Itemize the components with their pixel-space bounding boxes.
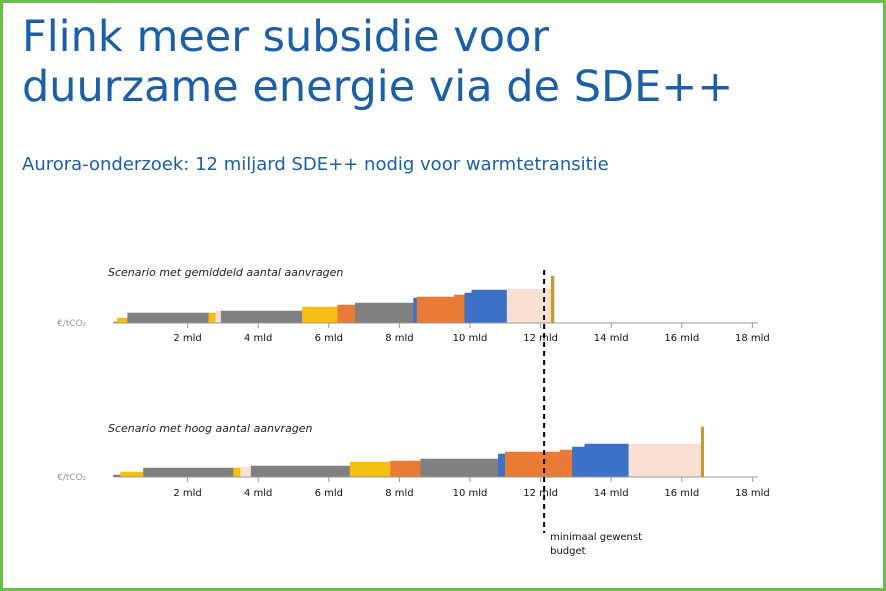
x-tick-label-1-7: 14 mld [594, 333, 629, 344]
bar-segment-2-13 [572, 446, 585, 478]
bar-segment-1-4 [208, 312, 217, 324]
x-tick-label-2-4: 8 mld [385, 488, 413, 499]
x-tick-label-1-2: 4 mld [244, 333, 272, 344]
bar-segment-2-10 [497, 453, 506, 478]
bar-segment-1-10 [413, 297, 418, 324]
x-tick-label-2-3: 6 mld [315, 488, 343, 499]
bar-segment-1-1 [113, 321, 118, 324]
bar-segment-1-11 [416, 296, 455, 324]
x-tick-label-1-9: 18 mld [735, 333, 770, 344]
bar-segment-1-12 [453, 294, 465, 324]
x-tick-label-2-7: 14 mld [594, 488, 629, 499]
bar-segment-1-5 [215, 310, 222, 324]
bar-segment-1-16 [550, 275, 555, 324]
bar-segment-1-13 [464, 292, 473, 324]
bar-segment-2-7 [349, 461, 391, 478]
slide-title: Flink meer subsidie voor duurzame energi… [22, 12, 872, 112]
bar-segment-2-4 [233, 467, 241, 478]
bar-segment-1-3 [127, 312, 210, 324]
x-tick-label-2-1: 2 mld [173, 488, 201, 499]
bar-segment-1-8 [337, 304, 356, 324]
bar-segment-2-14 [584, 443, 630, 478]
bar-segment-2-15 [628, 443, 702, 478]
bar-segment-2-8 [390, 460, 421, 478]
bar-segment-2-9 [420, 458, 499, 478]
slide-title-line-1: Flink meer subsidie voor [22, 12, 550, 62]
scenario-title-2: Scenario met hoog aantal aanvragen [108, 422, 313, 435]
bar-segment-2-2 [120, 471, 144, 478]
x-tick-label-2-5: 10 mld [453, 488, 488, 499]
x-tick-label-2-2: 4 mld [244, 488, 272, 499]
x-tick-label-1-3: 6 mld [315, 333, 343, 344]
bar-segment-1-9 [355, 302, 414, 324]
slide-subtitle: Aurora-onderzoek: 12 miljard SDE++ nodig… [22, 154, 609, 175]
bar-segment-1-2 [116, 317, 128, 324]
scenario-title-1: Scenario met gemiddeld aantal aanvragen [108, 266, 343, 279]
budget-threshold-label-line-2: budget [550, 546, 586, 557]
bar-segment-1-7 [302, 306, 338, 324]
x-tick-label-1-8: 16 mld [664, 333, 699, 344]
bar-segment-1-6 [220, 310, 303, 324]
x-tick-label-2-8: 16 mld [664, 488, 699, 499]
x-tick-label-2-6: 12 mld [523, 488, 558, 499]
bar-segment-1-14 [471, 289, 508, 324]
y-axis-label-1: €/tCO₂ [57, 319, 87, 329]
budget-threshold-label-line-1: minimaal gewenst [550, 532, 642, 543]
x-tick-label-1-5: 10 mld [453, 333, 488, 344]
bar-segment-2-5 [240, 466, 252, 478]
bar-segment-2-3 [143, 467, 234, 478]
bar-segment-2-11 [505, 451, 561, 478]
x-tick-label-1-4: 8 mld [385, 333, 413, 344]
bar-segment-2-12 [559, 449, 573, 478]
x-tick-label-2-9: 18 mld [735, 488, 770, 499]
bar-segment-2-6 [250, 465, 351, 478]
x-tick-label-1-1: 2 mld [173, 333, 201, 344]
x-tick-label-1-6: 12 mld [523, 333, 558, 344]
y-axis-label-2: €/tCO₂ [57, 473, 87, 483]
slide-title-line-2: duurzame energie via de SDE++ [22, 62, 734, 112]
bar-segment-2-16 [700, 426, 704, 478]
